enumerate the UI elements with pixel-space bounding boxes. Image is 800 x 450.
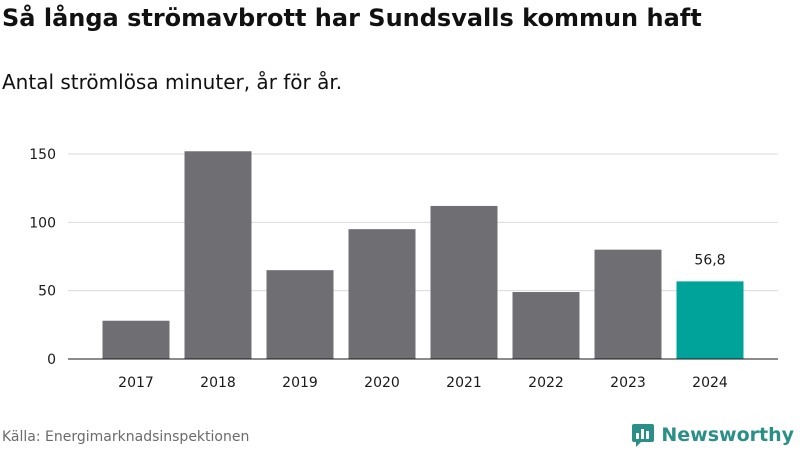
brand-logo: Newsworthy — [631, 421, 794, 449]
y-tick-label: 150 — [29, 147, 56, 163]
source-note: Källa: Energimarknadsinspektionen — [2, 429, 250, 445]
brand-name: Newsworthy — [661, 424, 794, 446]
y-tick-label: 100 — [29, 215, 56, 231]
bar — [430, 205, 498, 359]
x-tick-label: 2022 — [528, 375, 564, 391]
x-tick-label: 2021 — [446, 375, 482, 391]
x-tick-label: 2018 — [200, 375, 236, 391]
bar — [184, 151, 252, 359]
data-label: 56,8 — [694, 252, 725, 268]
x-tick-label: 2017 — [118, 375, 154, 391]
x-tick-label: 2023 — [610, 375, 646, 391]
chart-title: Så långa strömavbrott har Sundsvalls kom… — [2, 4, 702, 32]
bar — [594, 249, 662, 359]
bar — [348, 229, 416, 359]
x-tick-label: 2020 — [364, 375, 400, 391]
x-tick-label: 2019 — [282, 375, 318, 391]
bar — [512, 292, 580, 359]
x-tick-label: 2024 — [692, 375, 728, 391]
bar — [102, 320, 170, 359]
y-tick-label: 0 — [47, 352, 56, 368]
y-tick-label: 50 — [38, 284, 56, 300]
bar — [266, 270, 334, 359]
newsworthy-logo-icon — [632, 424, 655, 447]
chart-subtitle: Antal strömlösa minuter, år för år. — [2, 70, 343, 94]
bar-highlight — [676, 281, 744, 359]
